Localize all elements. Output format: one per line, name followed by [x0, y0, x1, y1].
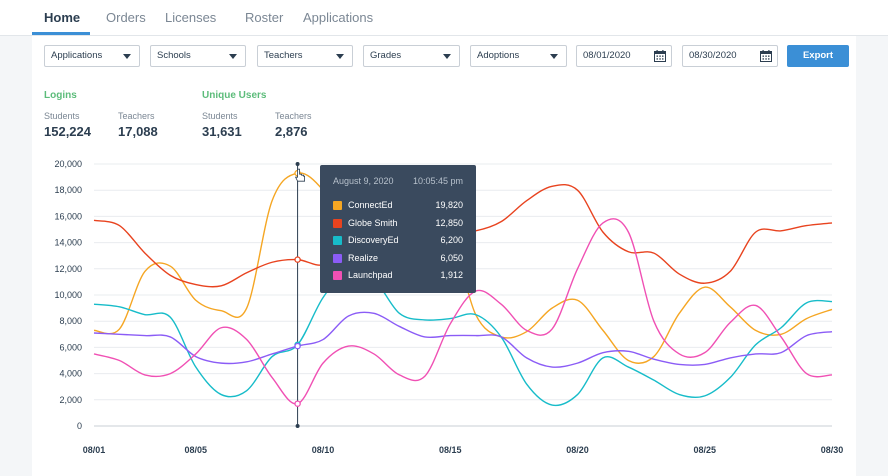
tooltip-series-name: Launchpad: [348, 270, 393, 280]
x-tick-label: 08/10: [312, 445, 335, 455]
y-tick-label: 20,000: [54, 159, 82, 169]
hand-cursor-icon: [294, 168, 305, 182]
y-tick-label: 6,000: [59, 342, 82, 352]
calendar-icon[interactable]: [654, 50, 666, 62]
hover-line-cap: [295, 162, 300, 166]
unique-teachers-label: Teachers: [275, 111, 312, 121]
unique-teachers-value: 2,876: [275, 124, 308, 139]
tooltip-swatch: [333, 253, 342, 263]
y-tick-label: 0: [77, 421, 82, 431]
chevron-down-icon: [229, 54, 237, 59]
unique-users-title: Unique Users: [202, 90, 267, 101]
hover-point: [294, 256, 301, 263]
logins-teachers-value: 17,088: [118, 124, 158, 139]
teachers-dropdown-label: Teachers: [264, 50, 303, 61]
logins-students-value: 152,224: [44, 124, 91, 139]
tooltip-swatch: [333, 236, 342, 245]
applications-dropdown-label: Applications: [51, 50, 103, 61]
tab-roster[interactable]: Roster: [245, 10, 284, 25]
grades-dropdown[interactable]: Grades: [363, 45, 460, 67]
tooltip-series-value: 1,912: [440, 270, 463, 280]
applications-dropdown[interactable]: Applications: [44, 45, 140, 67]
logins-teachers-label: Teachers: [118, 111, 155, 121]
logins-line-chart[interactable]: 0 2,000 4,000 6,000 8,000 10,000 12,000 14,000 1…: [32, 36, 856, 476]
x-tick-label: 08/25: [693, 445, 716, 455]
y-tick-label: 12,000: [54, 264, 82, 274]
y-tick-label: 18,000: [54, 185, 82, 195]
tooltip-series-value: 6,200: [440, 235, 463, 245]
hover-point: [294, 342, 301, 350]
tooltip-date: August 9, 2020: [333, 176, 394, 186]
x-tick-label: 08/20: [566, 445, 589, 455]
tab-orders[interactable]: Orders: [106, 10, 146, 25]
x-tick-label: 08/30: [821, 445, 844, 455]
tooltip-swatch: [333, 271, 342, 280]
chart-tooltip: August 9, 2020 10:05:45 pm ConnectEd 19,8…: [320, 165, 476, 293]
teachers-dropdown[interactable]: Teachers: [257, 45, 353, 67]
chevron-down-icon: [443, 54, 451, 59]
top-navigation: Home Orders Licenses Roster Applications: [0, 0, 888, 36]
export-button[interactable]: Export: [787, 45, 849, 67]
y-tick-label: 14,000: [54, 238, 82, 248]
x-tick-label: 08/05: [185, 445, 208, 455]
unique-students-value: 31,631: [202, 124, 242, 139]
tooltip-series-name: ConnectEd: [348, 200, 393, 210]
tooltip-swatch: [333, 218, 342, 228]
y-tick-label: 8,000: [59, 316, 82, 326]
unique-students-label: Students: [202, 111, 238, 121]
y-tick-label: 16,000: [54, 211, 82, 221]
chevron-down-icon: [123, 54, 131, 59]
series-line-discoveryed: [93, 268, 833, 407]
schools-dropdown[interactable]: Schools: [150, 45, 246, 67]
tab-home[interactable]: Home: [44, 10, 81, 25]
tooltip-row: Launchpad 1,912: [333, 270, 463, 282]
tooltip-row: Globe Smith 12,850: [333, 218, 463, 230]
logins-title: Logins: [44, 90, 77, 101]
adoptions-dropdown[interactable]: Adoptions: [470, 45, 567, 67]
grades-dropdown-label: Grades: [370, 50, 402, 61]
tab-applications[interactable]: Applications: [303, 10, 374, 25]
tooltip-series-value: 12,850: [435, 217, 463, 228]
calendar-icon[interactable]: [760, 50, 772, 62]
x-tick-label: 08/01: [83, 445, 106, 455]
tooltip-series-name: Realize: [348, 252, 379, 263]
tooltip-series-name: DiscoveryEd: [348, 235, 399, 245]
dashboard-panel: Applications Schools Teachers Grades Ado…: [32, 36, 856, 476]
tooltip-series-value: 6,050: [440, 252, 463, 263]
series-line-realize: [93, 311, 833, 368]
hover-line-cap: [295, 424, 300, 428]
schools-dropdown-label: Schools: [157, 50, 191, 61]
end-date-input[interactable]: 08/30/2020: [682, 45, 778, 67]
tooltip-swatch: [333, 201, 342, 210]
end-date-value: 08/30/2020: [689, 50, 737, 61]
series-line-launchpad: [93, 218, 833, 405]
adoptions-dropdown-label: Adoptions: [477, 50, 520, 61]
chevron-down-icon: [336, 54, 344, 59]
tooltip-row: Realize 6,050: [333, 253, 463, 265]
logins-students-label: Students: [44, 111, 80, 121]
tooltip-time: 10:05:45 pm: [412, 176, 463, 186]
y-tick-label: 2,000: [59, 395, 82, 405]
tooltip-row: ConnectEd 19,820: [333, 200, 463, 212]
x-tick-label: 08/15: [439, 445, 462, 455]
tooltip-row: DiscoveryEd 6,200: [333, 235, 463, 247]
tooltip-series-name: Globe Smith: [348, 217, 398, 228]
tooltip-series-value: 19,820: [435, 200, 463, 210]
tab-licenses[interactable]: Licenses: [165, 10, 217, 25]
hover-point: [294, 400, 301, 407]
chevron-down-icon: [550, 54, 558, 59]
y-tick-label: 4,000: [59, 369, 82, 379]
active-tab-indicator: [32, 32, 90, 35]
start-date-input[interactable]: 08/01/2020: [576, 45, 672, 67]
start-date-value: 08/01/2020: [583, 50, 631, 61]
y-tick-label: 10,000: [54, 290, 82, 300]
